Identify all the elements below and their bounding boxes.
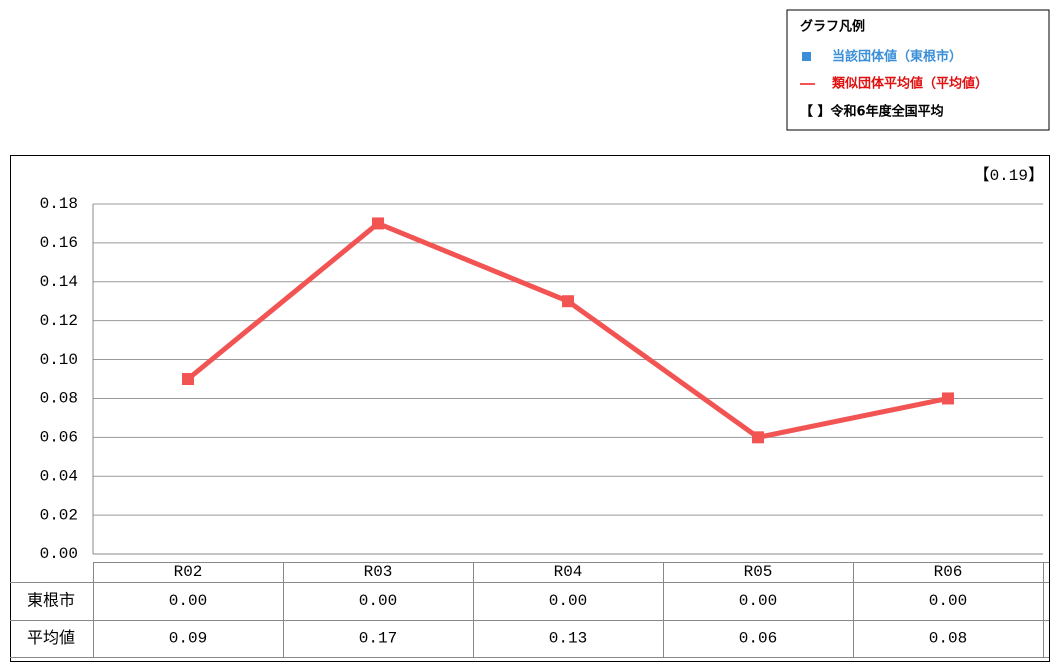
y-tick-label: 0.06 <box>40 429 78 447</box>
y-tick-label: 0.04 <box>40 467 78 485</box>
marker <box>752 431 764 444</box>
line <box>186 220 949 440</box>
x-tick-label: R02 <box>174 563 203 581</box>
row-label: 東根市 <box>27 591 75 610</box>
y-tick-label: 0.02 <box>40 506 78 524</box>
annotation: 【0.19】 <box>974 167 1044 185</box>
y-tick-label: 0.16 <box>40 234 78 252</box>
cell-value: 0.08 <box>929 630 967 648</box>
cell-value: 0.13 <box>549 630 587 648</box>
cell-value: 0.09 <box>169 630 207 648</box>
chart-frame <box>10 155 1050 662</box>
legend-swatch <box>802 52 811 61</box>
y-tick-label: 0.10 <box>40 351 78 369</box>
x-tick-label: R03 <box>364 563 393 581</box>
cell-value: 0.00 <box>359 592 397 610</box>
legend-box <box>786 9 1050 131</box>
y-tick-label: 0.14 <box>40 273 78 291</box>
legend-title: グラフ凡例 <box>800 19 865 35</box>
marker <box>182 373 194 385</box>
legend-item: 類似団体平均値（平均値） <box>831 76 988 92</box>
y-tick-label: 0.12 <box>40 312 78 330</box>
y-tick-label: 0.08 <box>40 390 78 408</box>
marker <box>372 217 384 230</box>
cell-value: 0.06 <box>739 630 777 648</box>
cell-value: 0.00 <box>739 592 777 610</box>
cell-value: 0.17 <box>359 630 397 648</box>
y-tick-label: 0.00 <box>40 545 78 563</box>
legend-item: 【 】令和6年度全国平均 <box>800 104 944 120</box>
legend-item: 当該団体値（東根市） <box>832 49 962 65</box>
x-tick-label: R05 <box>744 563 773 581</box>
cell-value: 0.00 <box>169 592 207 610</box>
x-tick-label: R04 <box>554 563 583 581</box>
cell-value: 0.00 <box>549 592 587 610</box>
row-label: 平均値 <box>27 628 75 647</box>
marker <box>562 295 574 308</box>
x-tick-label: R06 <box>934 563 963 581</box>
cell-value: 0.00 <box>929 592 967 610</box>
marker <box>942 392 954 405</box>
y-tick-label: 0.18 <box>40 195 78 213</box>
